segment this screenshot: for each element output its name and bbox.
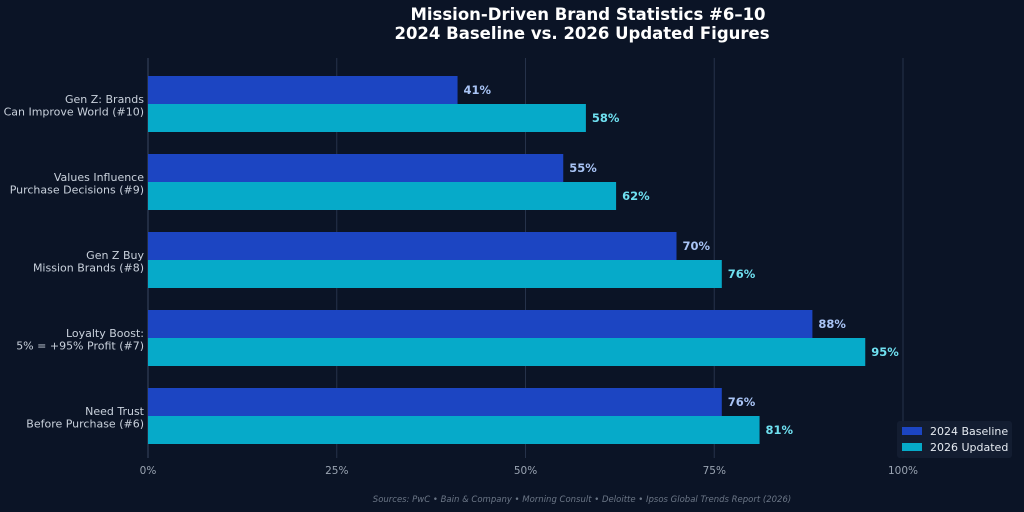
x-tick-label: 50%: [514, 465, 537, 477]
data-label: 70%: [683, 239, 711, 253]
legend-swatch: [902, 427, 922, 435]
data-label: 76%: [728, 267, 756, 281]
category-label: Gen Z: Brands: [65, 93, 144, 106]
bar: [148, 154, 564, 182]
bar: [148, 182, 617, 210]
data-label: 88%: [818, 317, 846, 331]
chart-title: Mission-Driven Brand Statistics #6–10: [410, 5, 765, 24]
category-label: 5% = +95% Profit (#7): [16, 340, 144, 353]
bar: [148, 310, 813, 338]
bar: [148, 338, 866, 366]
legend: 2024 Baseline 2026 Updated: [897, 421, 1012, 458]
x-axis-ticks: 0% 25% 50% 75% 100%: [140, 465, 918, 477]
data-label: 81%: [766, 423, 794, 437]
legend-box: [897, 421, 1012, 458]
bars: 41% 58% 55% 62% 70% 76% 88% 95% 76% 81%: [148, 76, 899, 444]
source-note: Sources: PwC • Bain & Company • Morning …: [373, 495, 791, 505]
category-label: Can Improve World (#10): [4, 106, 144, 119]
data-label: 55%: [569, 161, 597, 175]
x-tick-label: 25%: [325, 465, 348, 477]
category-label: Need Trust: [85, 405, 145, 418]
bar: [148, 260, 722, 288]
bar: [148, 76, 458, 104]
data-label: 41%: [464, 83, 492, 97]
category-label: Mission Brands (#8): [33, 262, 144, 275]
category-label: Loyalty Boost:: [66, 327, 144, 340]
bar: [148, 232, 677, 260]
category-label: Values Influence: [54, 171, 144, 184]
legend-entry: 2024 Baseline: [930, 425, 1008, 438]
x-tick-label: 75%: [703, 465, 726, 477]
x-tick-label: 100%: [888, 465, 918, 477]
category-label: Purchase Decisions (#9): [10, 184, 144, 197]
category-label: Gen Z Buy: [86, 249, 144, 262]
legend-swatch: [902, 443, 922, 451]
data-label: 62%: [622, 189, 650, 203]
data-label: 95%: [871, 345, 899, 359]
bar: [148, 416, 760, 444]
bar: [148, 388, 722, 416]
chart-subtitle: 2024 Baseline vs. 2026 Updated Figures: [394, 24, 769, 43]
x-tick-label: 0%: [140, 465, 157, 477]
data-label: 76%: [728, 395, 756, 409]
legend-entry: 2026 Updated: [930, 441, 1008, 454]
bar: [148, 104, 586, 132]
category-label: Before Purchase (#6): [26, 418, 144, 431]
data-label: 58%: [592, 111, 620, 125]
